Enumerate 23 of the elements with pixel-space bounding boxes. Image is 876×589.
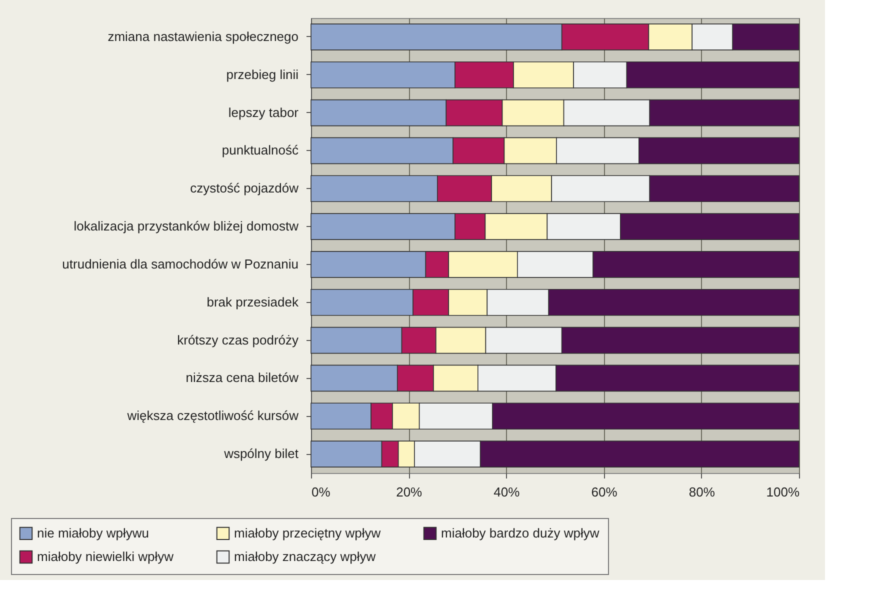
y-tick-label: krótszy czas podróży <box>177 332 299 348</box>
y-tick-label: utrudnienia dla samochodów w Poznaniu <box>62 256 298 272</box>
y-tick-label: przebieg linii <box>226 66 299 82</box>
y-tick-label: zmiana nastawienia społecznego <box>108 28 298 44</box>
y-tick-label: większa częstotliwość kursów <box>126 408 300 424</box>
y-tick-label: czystość pojazdów <box>190 180 300 196</box>
legend-label: miałoby znaczący wpływ <box>234 549 376 564</box>
legend-label: nie miałoby wpływu <box>37 525 149 540</box>
legend-label: miałoby przeciętny wpływ <box>234 525 382 540</box>
y-tick-label: wspólny bilet <box>223 446 299 462</box>
y-tick-label: niższa cena biletów <box>186 370 300 386</box>
x-tick-label: 60% <box>591 484 618 500</box>
x-tick-label: 80% <box>688 484 716 500</box>
y-tick-label: lokalizacja przystanków bliżej domostw <box>74 218 300 234</box>
legend-label: miałoby niewielki wpływ <box>37 549 174 564</box>
y-tick-label: punktualność <box>222 142 299 158</box>
legend-label: miałoby bardzo duży wpływ <box>441 525 600 540</box>
x-tick-label: 20% <box>396 484 423 500</box>
y-tick-label: lepszy tabor <box>228 104 300 120</box>
y-tick-label: brak przesiadek <box>206 294 299 310</box>
x-tick-label: 0% <box>312 484 331 500</box>
x-tick-label: 40% <box>494 484 520 500</box>
x-tick-label: 100% <box>766 484 800 500</box>
